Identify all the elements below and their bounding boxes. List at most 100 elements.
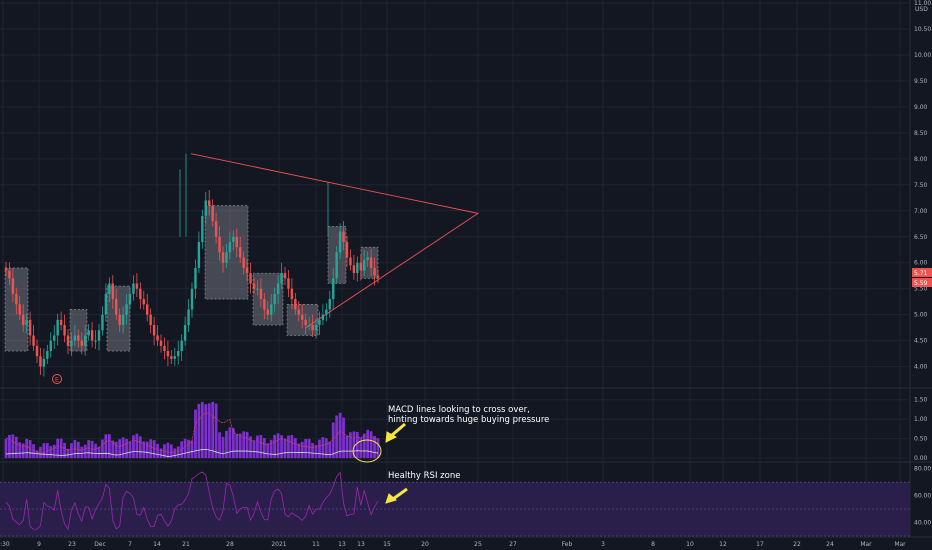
- macd-histogram-bar: [225, 430, 228, 459]
- candle: [239, 236, 242, 263]
- price-tick-label: 11.00: [914, 0, 931, 7]
- candle: [208, 190, 211, 216]
- macd-histogram-bar: [125, 438, 128, 459]
- macd-histogram-bar: [352, 431, 356, 459]
- x-tick-label: 13: [357, 541, 365, 548]
- macd-histogram-bar: [318, 439, 321, 459]
- macd-histogram-bar: [114, 441, 118, 459]
- macd-histogram-bar: [59, 438, 63, 459]
- candle: [287, 270, 290, 298]
- candle: [359, 254, 362, 281]
- macd-signal-line: [5, 412, 379, 455]
- last-price-label: 5.71: [914, 270, 928, 277]
- macd-histogram-bar: [194, 409, 197, 459]
- x-tick-label: 22: [793, 541, 801, 548]
- macd-histogram-bar: [32, 444, 35, 459]
- x-tick-label: 10: [686, 541, 694, 548]
- candle: [125, 293, 128, 325]
- triangle-trendlines: [190, 153, 480, 329]
- candle: [311, 314, 314, 338]
- candle: [73, 325, 77, 346]
- candle: [259, 278, 263, 308]
- price-tick-label: 8.00: [914, 156, 928, 163]
- candle: [166, 340, 170, 367]
- candle: [177, 340, 180, 365]
- price-tick-label: 9.50: [914, 78, 928, 85]
- candle: [4, 261, 8, 276]
- candle: [280, 262, 283, 289]
- macd-histogram-bar: [138, 436, 142, 459]
- macd-histogram-bar: [18, 442, 22, 459]
- macd-histogram-bar: [324, 438, 328, 459]
- rsi-annotation-text: Healthy RSI zone: [388, 471, 460, 481]
- price-tick-label: 5.50: [914, 286, 928, 293]
- macd-histogram-bar: [52, 444, 56, 459]
- candle: [11, 267, 15, 303]
- candle: [46, 344, 49, 365]
- candle: [18, 295, 21, 320]
- candle: [56, 313, 59, 346]
- macd-histogram-bar: [349, 432, 352, 459]
- macd-histogram-bar: [73, 439, 77, 459]
- macd-histogram-bar: [238, 433, 242, 459]
- rsi-tick-label: 60.00: [914, 493, 931, 500]
- macd-histogram-bar: [297, 443, 301, 459]
- macd-histogram-bar: [101, 439, 104, 459]
- macd-histogram-bar: [104, 434, 108, 459]
- macd-histogram-bar: [262, 438, 266, 459]
- macd-histogram-bar: [211, 401, 215, 459]
- price-tick-label: 10.00: [914, 52, 931, 59]
- candle: [139, 282, 142, 309]
- price-tick-label: 6.50: [914, 234, 928, 241]
- candle: [249, 262, 252, 294]
- candle: [101, 306, 104, 336]
- rsi-tick-label: 40.00: [914, 520, 931, 527]
- macd-histogram-bar: [111, 440, 115, 459]
- macd-histogram-bar: [176, 446, 180, 459]
- macd-histogram-bar: [166, 442, 170, 459]
- macd-histogram-bar: [311, 443, 314, 459]
- price-tick-label: 4.00: [914, 364, 928, 371]
- macd-histogram-bar: [328, 441, 332, 459]
- earnings-marker[interactable]: E: [52, 374, 62, 384]
- candle: [273, 287, 276, 313]
- macd-histogram-bar: [25, 438, 29, 459]
- macd-histogram-bar: [259, 434, 263, 459]
- price-tick-label: 4.50: [914, 338, 928, 345]
- macd-histogram-bar: [231, 428, 235, 459]
- macd-histogram-bar: [49, 445, 53, 459]
- candle: [28, 311, 32, 346]
- macd-histogram-bar: [83, 444, 87, 459]
- rsi-pane: [0, 471, 910, 537]
- macd-histogram-bar: [218, 432, 221, 459]
- x-tick-label: Mar: [860, 541, 872, 548]
- candle: [163, 337, 166, 360]
- macd-histogram-bar: [39, 446, 42, 459]
- x-tick-label: 23: [68, 541, 76, 548]
- candle: [170, 350, 173, 365]
- candle: [307, 316, 311, 331]
- candle: [183, 316, 187, 346]
- candle: [266, 301, 269, 320]
- candle: [270, 293, 273, 322]
- macd-histogram-bar: [118, 439, 122, 459]
- candle: [256, 280, 259, 296]
- macd-histogram-bar: [66, 448, 70, 459]
- candle: [242, 251, 245, 275]
- macd-histogram-bar: [345, 435, 349, 459]
- macd-histogram-bar: [366, 429, 370, 459]
- candle: [32, 325, 35, 352]
- macd-arrow: [385, 422, 406, 443]
- candle: [221, 246, 225, 273]
- macd-histogram-bar: [276, 433, 280, 459]
- candle: [173, 347, 176, 366]
- macd-histogram-bar: [338, 412, 342, 459]
- candle: [235, 228, 238, 258]
- macd-histogram-bar: [273, 434, 277, 459]
- price-tick-label: 9.00: [914, 104, 928, 111]
- macd-histogram-bar: [70, 443, 73, 459]
- grid-lines: [0, 0, 932, 538]
- candle: [225, 244, 228, 268]
